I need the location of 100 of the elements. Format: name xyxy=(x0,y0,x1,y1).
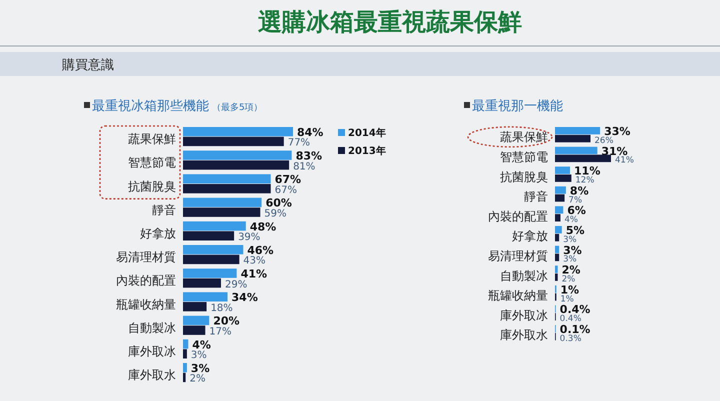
bar xyxy=(183,316,210,326)
bar xyxy=(183,198,262,208)
y-tick-label: 抗菌脫臭 xyxy=(500,170,548,184)
bar xyxy=(183,302,207,312)
data-label: 46% xyxy=(247,244,274,257)
bar xyxy=(183,184,271,194)
y-tick-label: 瓶罐收納量 xyxy=(488,288,548,303)
data-label: 34% xyxy=(232,291,258,304)
y-tick-label: 抗菌脫臭 xyxy=(128,179,176,194)
bar xyxy=(183,254,240,264)
y-tick-label: 蔬果保鮮 xyxy=(500,130,548,144)
bar xyxy=(555,166,570,174)
y-tick-label: 內裝的配置 xyxy=(116,274,176,288)
y-tick-label: 瓶罐收納量 xyxy=(116,297,176,312)
data-label: 12% xyxy=(575,175,594,186)
bar xyxy=(183,292,228,302)
bar xyxy=(183,221,246,231)
y-tick-label: 內裝的配置 xyxy=(488,209,548,224)
bar xyxy=(183,349,187,358)
bar xyxy=(183,127,293,136)
bar xyxy=(555,214,560,222)
data-label: 29% xyxy=(224,279,248,290)
data-label: 60% xyxy=(266,196,292,210)
chart-title: 最重視那一機能 xyxy=(472,99,563,114)
bar xyxy=(555,266,558,273)
chart-subtitle: （最多5項） xyxy=(212,102,263,113)
data-label: 81% xyxy=(293,161,316,172)
bar xyxy=(555,174,572,182)
data-label: 1% xyxy=(560,283,580,296)
bar xyxy=(555,134,591,142)
bar xyxy=(555,186,566,194)
data-label: 3% xyxy=(190,362,210,375)
bar xyxy=(555,234,560,242)
chart-title: 最重視冰箱那些機能 xyxy=(92,99,209,114)
y-tick-label: 智慧節電 xyxy=(500,150,548,164)
data-label: 17% xyxy=(209,326,232,338)
text: 選購冰箱最重視蔬果保鮮 xyxy=(258,8,522,36)
data-label: 2% xyxy=(562,274,576,284)
bar xyxy=(183,174,271,184)
data-label: 2% xyxy=(190,374,206,385)
data-label: 20% xyxy=(213,314,240,328)
bar xyxy=(555,274,558,281)
data-label: 67% xyxy=(274,173,302,186)
bar xyxy=(183,339,188,349)
bar xyxy=(555,127,600,134)
data-label: 33% xyxy=(604,124,630,138)
y-tick-label: 自動製冰 xyxy=(128,320,176,335)
data-label: 3% xyxy=(563,234,577,245)
data-label: 4% xyxy=(564,215,578,226)
y-tick-label: 好拿放 xyxy=(140,226,176,240)
text: 購買意識 xyxy=(62,58,114,73)
data-label: 18% xyxy=(210,302,233,314)
bar xyxy=(183,136,284,146)
y-tick-label: 庫外取水 xyxy=(128,368,176,382)
data-label: 3% xyxy=(190,350,207,362)
bar xyxy=(183,268,237,278)
data-label: 83% xyxy=(296,150,322,162)
y-tick-label: 庫外取冰 xyxy=(500,308,548,322)
data-label: 4% xyxy=(192,338,211,352)
y-tick-label: 易清理材質 xyxy=(116,250,176,264)
bar xyxy=(183,231,234,240)
data-label: 0.3% xyxy=(560,334,582,344)
y-tick-label: 靜音 xyxy=(524,190,548,204)
y-tick-label: 智慧節電 xyxy=(128,156,176,170)
y-tick-label: 易清理材質 xyxy=(488,248,548,263)
data-label: 43% xyxy=(243,256,266,267)
bar xyxy=(555,226,562,234)
bar xyxy=(183,150,292,160)
data-label: 67% xyxy=(274,184,297,196)
y-tick-label: 好拿放 xyxy=(512,229,548,244)
bar xyxy=(555,146,598,154)
data-label: 26% xyxy=(594,136,614,146)
bar xyxy=(183,326,206,335)
y-tick-label: 庫外取水 xyxy=(500,328,548,342)
data-label: 77% xyxy=(288,138,310,149)
bar xyxy=(183,372,186,382)
data-label: 0.4% xyxy=(560,314,582,324)
bar xyxy=(183,208,260,217)
data-label: 0.1% xyxy=(560,322,590,336)
data-label: 1% xyxy=(560,294,574,304)
y-tick-label: 自動製冰 xyxy=(500,268,548,283)
data-label: 39% xyxy=(238,232,260,244)
bar xyxy=(555,194,565,202)
data-label: 84% xyxy=(297,126,324,139)
bar xyxy=(183,245,244,254)
legend-label: 2013年 xyxy=(348,145,386,157)
data-label: 41% xyxy=(240,268,268,280)
bar xyxy=(555,154,611,162)
data-label: 7% xyxy=(568,195,582,206)
y-tick-label: 靜音 xyxy=(152,202,176,217)
y-tick-label: 蔬果保鮮 xyxy=(128,132,176,146)
bar xyxy=(555,254,560,262)
bar xyxy=(183,363,187,372)
legend-label: 2014年 xyxy=(348,127,386,139)
y-tick-label: 庫外取冰 xyxy=(128,344,176,358)
data-label: 41% xyxy=(615,156,634,166)
bar xyxy=(555,246,560,254)
data-label: 3% xyxy=(563,254,577,265)
data-label: 8% xyxy=(570,184,589,198)
bar xyxy=(555,206,564,214)
